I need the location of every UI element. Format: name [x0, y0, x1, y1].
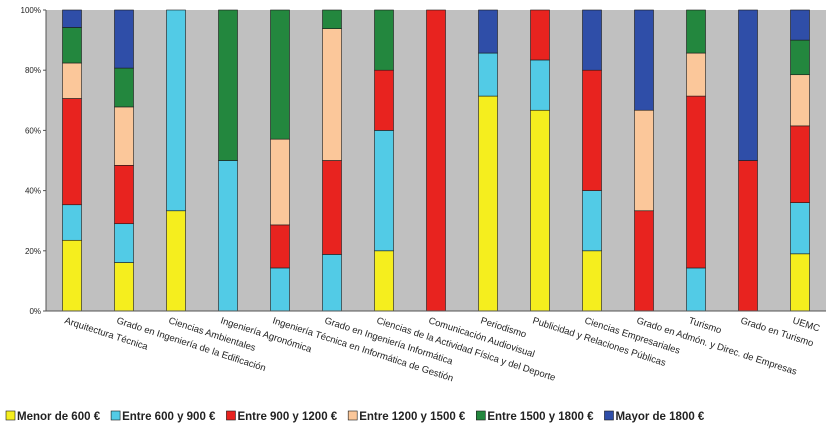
bar-segment [790, 74, 810, 127]
bar-segment [374, 9, 394, 71]
bar-segment [166, 9, 186, 212]
bar-segment [270, 267, 290, 312]
bar-segment [790, 253, 810, 312]
legend-swatch [476, 410, 486, 421]
bar-segment [738, 9, 758, 161]
bar-segment [62, 9, 82, 28]
y-tick-label: 60% [25, 126, 41, 135]
bar-segment [218, 160, 238, 312]
bar-segment [634, 9, 654, 111]
bar-segment [374, 69, 394, 131]
bar-segment [790, 39, 810, 76]
bar-segment [114, 67, 134, 108]
y-tick-label: 20% [25, 247, 41, 256]
bar-segment [686, 95, 706, 269]
bar-segment [582, 69, 602, 191]
axes [45, 10, 826, 312]
legend-swatch [226, 410, 236, 421]
bar-segment [478, 9, 498, 54]
bar-stack [62, 9, 82, 312]
legend-swatch [110, 410, 121, 421]
legend-label: Mayor de 1800 € [615, 411, 704, 423]
bar-segment [582, 9, 602, 71]
legend-swatch [347, 410, 358, 421]
bar-segment [114, 106, 134, 166]
bar-segment [634, 109, 654, 212]
bar-segment [322, 160, 342, 255]
bar-stack [530, 9, 550, 312]
bar-segment [582, 250, 602, 312]
bar-segment [790, 125, 810, 203]
bar-segment [738, 160, 758, 312]
bar-segment [634, 210, 654, 312]
bar-segment [322, 28, 342, 161]
bar-segment [322, 9, 342, 29]
bar-segment [686, 267, 706, 312]
bar-segment [530, 9, 550, 61]
bar-stack [738, 9, 758, 312]
bar-segment [322, 254, 342, 312]
bar-stack [790, 9, 810, 312]
bar-segment [790, 202, 810, 255]
bar-segment [374, 250, 394, 312]
legend-label: Entre 1200 y 1500 € [359, 411, 466, 423]
bar-segment [114, 262, 134, 312]
y-tick-label: 40% [25, 187, 41, 196]
bar-stack [634, 9, 654, 312]
bar-segment [790, 9, 810, 41]
bar-segment [530, 59, 550, 111]
bar-segment [114, 9, 134, 69]
legend-label: Menor de 600 € [17, 411, 101, 423]
bars-layer [62, 9, 810, 312]
bar-segment [478, 95, 498, 312]
bar-stack [686, 9, 706, 312]
y-axis-tick-labels: 0% 20% 40% 60% 80% 100% [21, 6, 46, 316]
bar-stack [114, 9, 134, 312]
bar-stack [426, 9, 446, 312]
legend: Menor de 600 € Entre 600 y 900 € Entre 900… [5, 410, 705, 423]
y-tick-label: 0% [29, 307, 41, 316]
bar-segment [62, 239, 82, 312]
bar-segment [686, 52, 706, 97]
y-tick-label: 80% [25, 66, 41, 75]
bar-segment [270, 9, 290, 140]
bar-segment [530, 109, 550, 312]
legend-swatch [604, 410, 614, 421]
bar-segment [114, 165, 134, 225]
bar-stack [218, 9, 238, 312]
legend-label: Entre 600 y 900 € [122, 411, 216, 423]
bar-segment [270, 224, 290, 269]
bar-stack [322, 9, 342, 312]
legend-swatch [5, 410, 16, 421]
bar-stack [166, 9, 186, 312]
bar-segment [686, 9, 706, 54]
bar-segment [426, 9, 446, 312]
legend-label: Entre 1500 y 1800 € [487, 411, 594, 423]
bar-segment [114, 223, 134, 263]
bar-segment [166, 210, 186, 312]
bar-segment [218, 9, 238, 161]
y-tick-label: 100% [21, 6, 41, 15]
bar-segment [62, 62, 82, 99]
bar-segment [270, 138, 290, 226]
legend-label: Entre 900 y 1200 € [237, 411, 337, 423]
bar-segment [374, 130, 394, 252]
bar-segment [62, 204, 82, 241]
bar-stack [374, 9, 394, 312]
bar-segment [62, 27, 82, 64]
bar-stack [270, 9, 290, 312]
bar-stack [582, 9, 602, 312]
bar-segment [478, 52, 498, 97]
bar-segment [62, 98, 82, 206]
bar-segment [582, 190, 602, 252]
bar-stack [478, 9, 498, 312]
